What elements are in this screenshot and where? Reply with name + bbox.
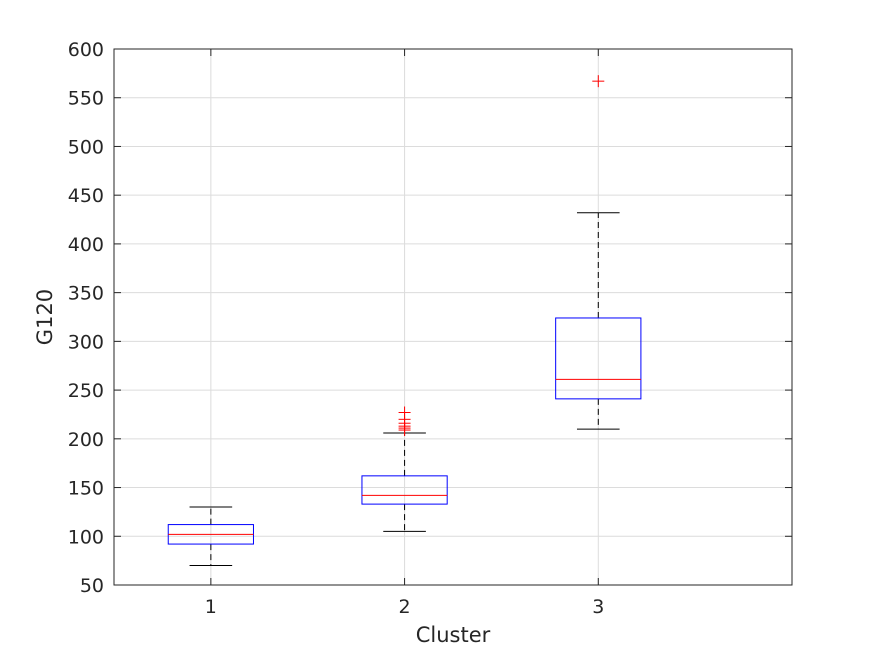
y-tick-label: 100 — [68, 526, 104, 548]
y-tick-label: 550 — [68, 88, 104, 110]
y-tick-label: 250 — [68, 380, 104, 402]
iqr-box — [555, 317, 642, 400]
x-tick-label: 2 — [399, 596, 411, 618]
box-group-cluster-2 — [361, 406, 448, 532]
plot-frame — [113, 48, 793, 586]
box-group-cluster-3 — [555, 75, 642, 430]
y-tick-label: 600 — [68, 39, 104, 61]
y-tick-label: 500 — [68, 136, 104, 158]
iqr-box — [361, 475, 448, 505]
y-axis-title: G120 — [33, 289, 57, 345]
y-tick-label: 50 — [80, 575, 104, 597]
y-tick-label: 350 — [68, 283, 104, 305]
y-tick-label: 450 — [68, 185, 104, 207]
x-tick-label: 1 — [205, 596, 217, 618]
y-tick-label: 200 — [68, 429, 104, 451]
y-tick-label: 150 — [68, 478, 104, 500]
boxes — [167, 75, 642, 567]
x-tick-label: 3 — [592, 596, 604, 618]
box-group-cluster-1 — [167, 506, 254, 567]
outlier-marker — [592, 75, 605, 88]
axis-ticks: 50 100 150 200 250 300 350 400 450 500 550 600 1 2 3 — [68, 39, 792, 618]
y-tick-label: 400 — [68, 234, 104, 256]
y-tick-label: 300 — [68, 331, 104, 353]
x-axis-title: Cluster — [416, 623, 491, 647]
outlier-marker — [398, 406, 411, 419]
